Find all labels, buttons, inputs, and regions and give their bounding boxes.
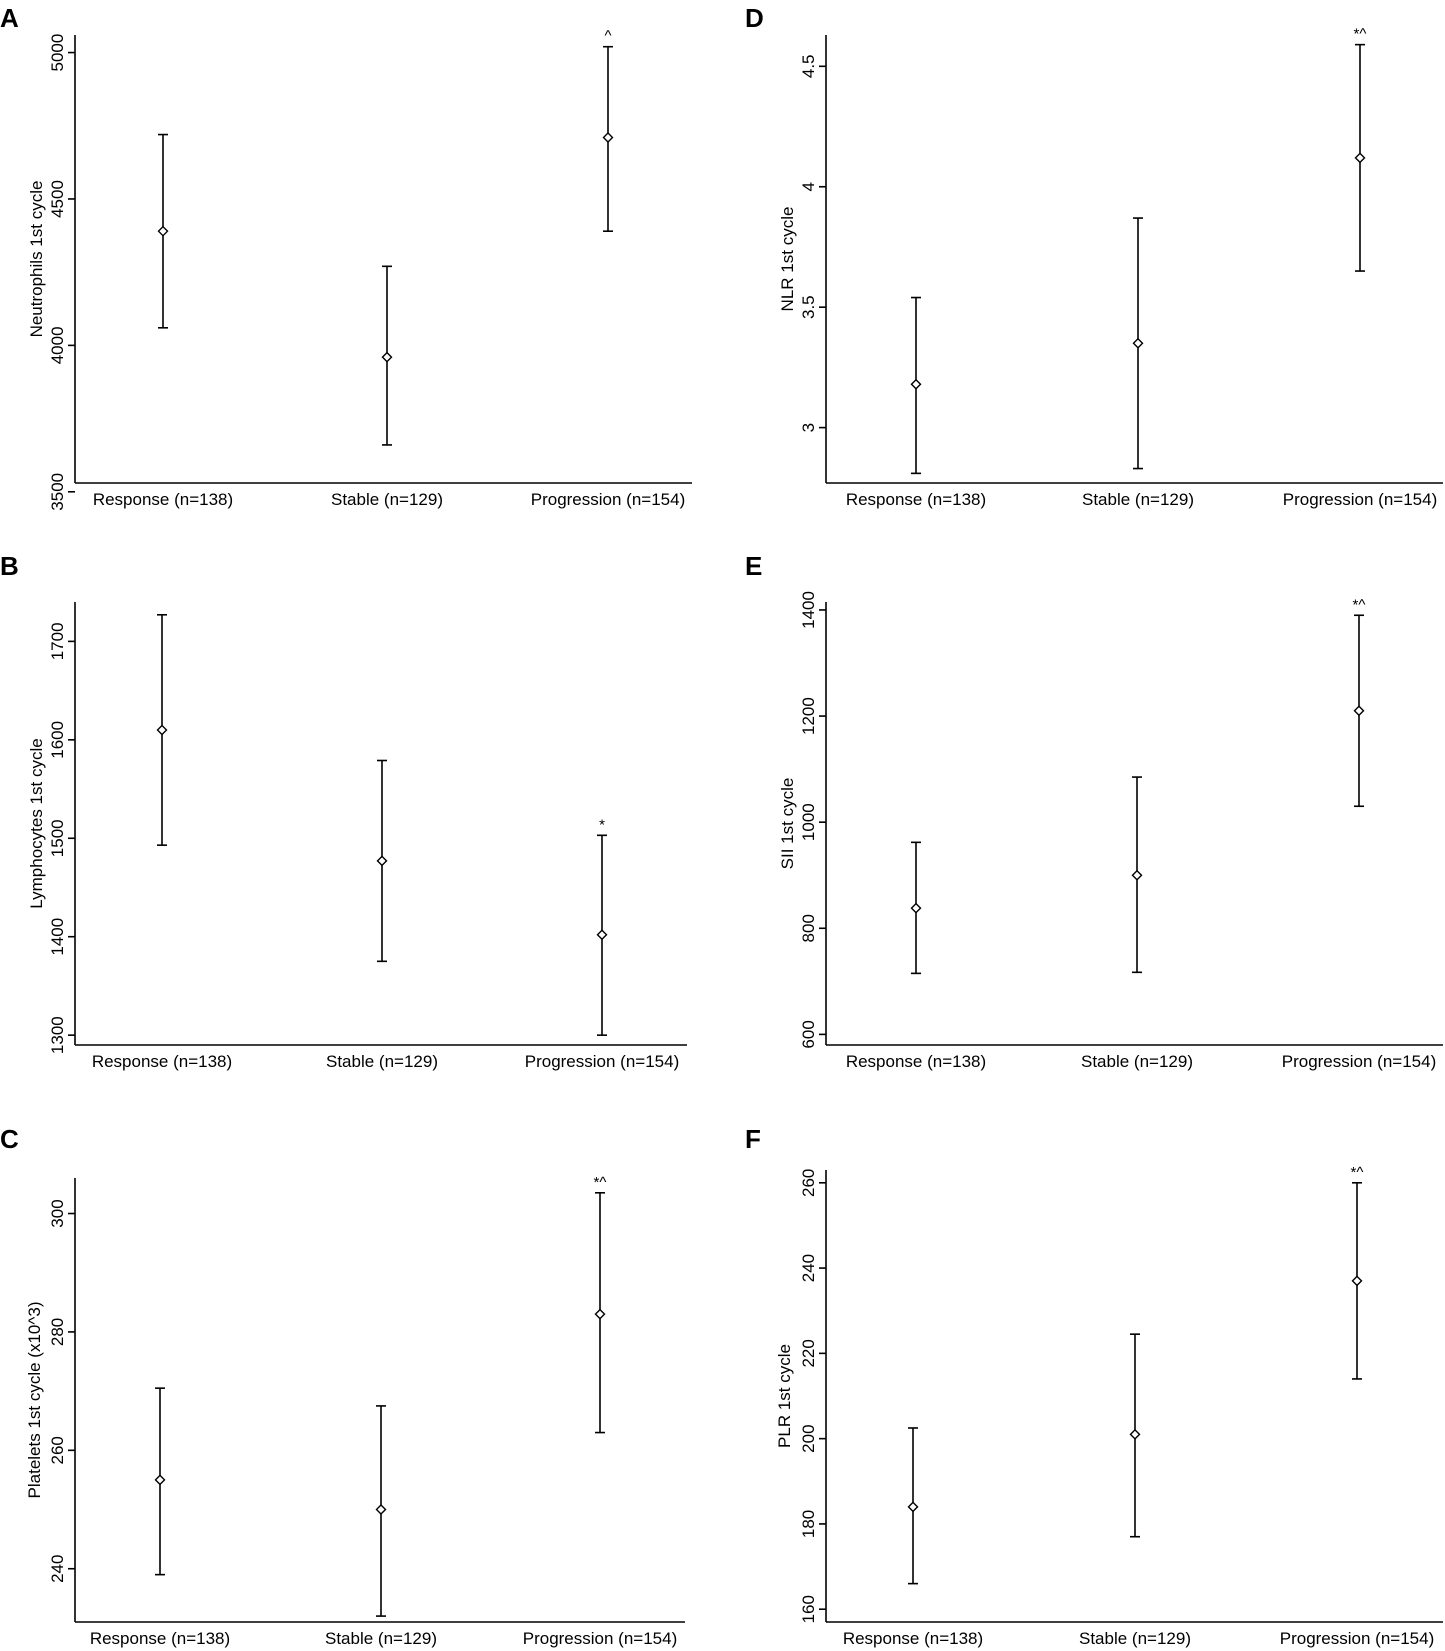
y-tick-label: 800 xyxy=(799,914,818,942)
mean-marker xyxy=(910,378,922,390)
mean-marker xyxy=(596,929,608,941)
panel-d: D 3 3.5 4 4.5 NLR 1st cycle Response (n=138) St… xyxy=(745,3,1443,509)
y-tick-label: 3500 xyxy=(48,473,67,511)
y-tick-label: 5000 xyxy=(48,34,67,72)
panel-letter: C xyxy=(0,1124,19,1154)
y-axis-title: Platelets 1st cycle (x10^3) xyxy=(25,1302,44,1499)
panel-letter: F xyxy=(745,1124,761,1154)
mean-marker xyxy=(594,1308,606,1320)
x-tick-label: Stable (n=129) xyxy=(326,1052,438,1071)
x-tick-label: Progression (n=154) xyxy=(1280,1629,1435,1648)
y-tick-label: 300 xyxy=(48,1199,67,1227)
y-tick-label: 220 xyxy=(799,1339,818,1367)
x-tick-label: Response (n=138) xyxy=(846,1052,986,1071)
x-tick-label: Response (n=138) xyxy=(90,1629,230,1648)
x-tick-label: Stable (n=129) xyxy=(1081,1052,1193,1071)
y-tick-label: 3.5 xyxy=(799,295,818,319)
panel-letter: A xyxy=(0,3,19,33)
x-tick-label: Stable (n=129) xyxy=(325,1629,437,1648)
panel-letter: D xyxy=(745,3,764,33)
mean-marker xyxy=(910,902,922,914)
significance-annotation: *^ xyxy=(1353,596,1366,613)
y-tick-label: 4000 xyxy=(48,326,67,364)
mean-marker xyxy=(1351,1275,1363,1287)
mean-marker xyxy=(156,724,168,736)
panel-f: F 160 180 200 220 240 260 PLR 1st cycle Response… xyxy=(745,1124,1443,1648)
x-tick-label: Response (n=138) xyxy=(93,490,233,509)
y-tick-label: 4 xyxy=(799,182,818,191)
y-tick-label: 1700 xyxy=(48,622,67,660)
x-tick-label: Stable (n=129) xyxy=(1079,1629,1191,1648)
y-axis-title: Neutrophils 1st cycle xyxy=(27,181,46,338)
mean-marker xyxy=(1132,337,1144,349)
x-tick-label: Stable (n=129) xyxy=(1082,490,1194,509)
mean-marker xyxy=(157,225,169,237)
panel-e: E 600 800 1000 1200 1400 SII 1st cycle Response… xyxy=(745,551,1443,1071)
panel-a: A 3500 4000 4500 5000 Neutrophils 1st cycle Re… xyxy=(0,3,692,511)
panel-b: B 1300 1400 1500 1600 1700 Lymphocytes 1st cyc… xyxy=(0,551,687,1071)
significance-annotation: *^ xyxy=(594,1174,607,1191)
y-tick-label: 240 xyxy=(799,1254,818,1282)
significance-annotation: ^ xyxy=(604,28,611,45)
significance-annotation: *^ xyxy=(1354,26,1367,43)
mean-marker xyxy=(1131,869,1143,881)
y-tick-label: 1200 xyxy=(799,697,818,735)
mean-marker xyxy=(154,1474,166,1486)
y-tick-label: 180 xyxy=(799,1510,818,1538)
y-tick-label: 200 xyxy=(799,1424,818,1452)
y-tick-label: 1000 xyxy=(799,803,818,841)
y-tick-label: 260 xyxy=(799,1169,818,1197)
y-tick-label: 4500 xyxy=(48,180,67,218)
y-tick-label: 240 xyxy=(48,1555,67,1583)
x-tick-label: Progression (n=154) xyxy=(525,1052,680,1071)
mean-marker xyxy=(376,855,388,867)
x-tick-label: Progression (n=154) xyxy=(531,490,686,509)
y-tick-label: 160 xyxy=(799,1595,818,1623)
y-axis-title: SII 1st cycle xyxy=(778,778,797,870)
x-tick-label: Progression (n=154) xyxy=(1282,1052,1437,1071)
panel-letter: E xyxy=(745,551,762,581)
y-tick-label: 280 xyxy=(48,1318,67,1346)
mean-marker xyxy=(375,1504,387,1516)
y-axis-title: PLR 1st cycle xyxy=(775,1344,794,1448)
x-tick-label: Progression (n=154) xyxy=(523,1629,678,1648)
y-tick-label: 4.5 xyxy=(799,54,818,78)
significance-annotation: * xyxy=(599,816,605,833)
y-tick-label: 1400 xyxy=(48,918,67,956)
x-tick-label: Response (n=138) xyxy=(92,1052,232,1071)
y-tick-label: 3 xyxy=(799,423,818,432)
x-tick-label: Response (n=138) xyxy=(843,1629,983,1648)
x-tick-label: Progression (n=154) xyxy=(1283,490,1438,509)
y-tick-label: 1400 xyxy=(799,591,818,629)
y-tick-label: 260 xyxy=(48,1436,67,1464)
panel-c: C 240 260 280 300 Platelets 1st cycle (x10^3)… xyxy=(0,1124,685,1648)
mean-marker xyxy=(1354,152,1366,164)
y-tick-label: 600 xyxy=(799,1020,818,1048)
y-axis-title: NLR 1st cycle xyxy=(778,207,797,312)
significance-annotation: *^ xyxy=(1351,1164,1364,1181)
y-tick-label: 1500 xyxy=(48,819,67,857)
y-tick-label: 1300 xyxy=(48,1016,67,1054)
mean-marker xyxy=(1129,1428,1141,1440)
panel-letter: B xyxy=(0,551,19,581)
mean-marker xyxy=(1353,705,1365,717)
mean-marker xyxy=(602,131,614,143)
x-tick-label: Stable (n=129) xyxy=(331,490,443,509)
y-tick-label: 1600 xyxy=(48,721,67,759)
x-tick-label: Response (n=138) xyxy=(846,490,986,509)
mean-marker xyxy=(907,1501,919,1513)
y-axis-title: Lymphocytes 1st cycle xyxy=(27,738,46,908)
mean-marker xyxy=(381,351,393,363)
